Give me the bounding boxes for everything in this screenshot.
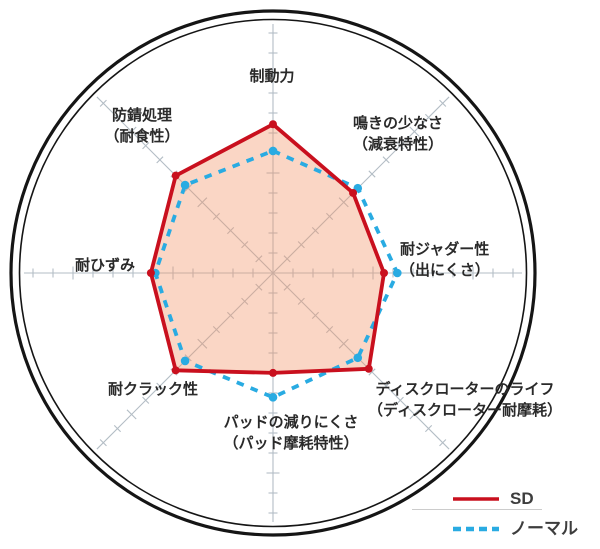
axis-label-line: （減衰特性） [353,136,444,153]
axis-label-squeal: 鳴きの少なさ （減衰特性） [353,113,533,155]
legend-label-normal: ノーマル [510,519,578,538]
axis-label-line: 耐クラック性 [107,381,198,398]
legend-divider [412,509,542,510]
solid-line-swatch-icon [453,497,499,501]
axis-label-line: （ディスクローター耐摩耗） [368,402,562,419]
legend-item-normal: ノーマル [452,519,578,539]
axis-label-judder: 耐ジャダー性 （出にくさ） [400,239,580,281]
legend-item-sd: SD [452,489,534,509]
axis-label-line: 鳴きの少なさ [353,115,444,132]
axis-label-distortion: 耐ひずみ [35,255,175,276]
axis-label-pad-wear: パッドの減りにくさ （パッド摩耗特性） [181,412,401,454]
axis-label-line: （耐食性） [104,128,180,145]
legend-label-sd: SD [510,489,534,508]
axis-label-rotor-life: ディスクローターのライフ （ディスクローター耐摩耗） [336,379,594,421]
axis-label-line: （出にくさ） [400,262,490,279]
axis-label-braking: 制動力 [202,66,342,87]
dashed-line-swatch-icon [453,526,499,532]
axis-label-crack: 耐クラック性 [73,379,233,400]
axis-label-line: 防錆処理 [111,107,172,124]
axis-label-line: （パッド摩耗特性） [223,435,359,452]
axis-label-line: 耐ジャダー性 [400,241,490,258]
axis-label-line: 制動力 [249,68,295,85]
axis-label-line: ディスクローターのライフ [375,381,555,398]
axis-label-rust: 防錆処理 （耐食性） [62,105,222,147]
axis-label-line: 耐ひずみ [74,257,135,274]
axis-label-line: パッドの減りにくさ [223,414,359,431]
